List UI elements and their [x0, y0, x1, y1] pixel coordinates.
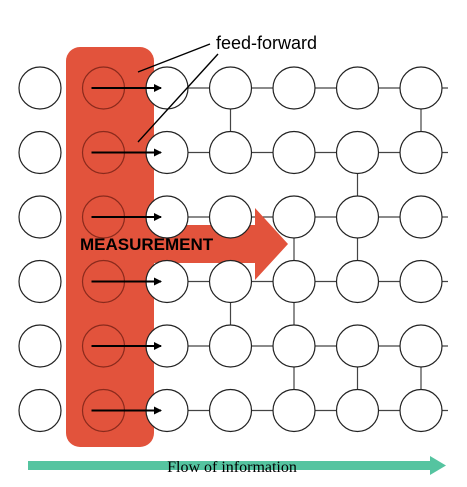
lattice-node — [272, 259, 316, 304]
lattice-node — [18, 130, 62, 175]
lattice-node — [399, 388, 443, 433]
lattice-node — [18, 259, 62, 304]
lattice-node — [272, 130, 316, 175]
lattice-node — [272, 66, 316, 110]
lattice-node — [335, 388, 380, 433]
lattice-node — [399, 66, 443, 110]
lattice-node — [18, 66, 62, 110]
flow-arrow-head — [430, 456, 446, 475]
measurement-label: MEASUREMENT — [80, 235, 214, 254]
lattice-node — [208, 324, 253, 368]
lattice-node — [399, 195, 443, 239]
lattice-node — [335, 324, 380, 368]
lattice-node — [335, 259, 380, 304]
lattice-node — [208, 388, 253, 433]
flow-of-information-label: Flow of information — [167, 459, 297, 476]
lattice-node — [399, 130, 443, 175]
lattice-node — [208, 66, 253, 110]
lattice-node — [208, 130, 253, 175]
lattice-node — [18, 388, 62, 433]
lattice-node — [18, 324, 62, 368]
lattice-node — [18, 195, 62, 239]
lattice-node — [335, 195, 380, 239]
lattice-node — [399, 259, 443, 304]
feed-forward-arrows — [91, 84, 162, 415]
lattice-node — [208, 259, 253, 304]
lattice-node — [272, 388, 316, 433]
flow-arrow-shaft — [28, 461, 432, 470]
lattice-node — [272, 195, 316, 239]
lattice-node — [335, 130, 380, 175]
lattice-node — [335, 66, 380, 110]
lattice-node — [208, 195, 253, 239]
feed-forward-pointer-line — [137, 43, 211, 73]
lattice-node — [272, 324, 316, 368]
feed-forward-label: feed-forward — [216, 33, 317, 53]
lattice-node — [399, 324, 443, 368]
feed-forward-pointer-line — [137, 53, 219, 143]
